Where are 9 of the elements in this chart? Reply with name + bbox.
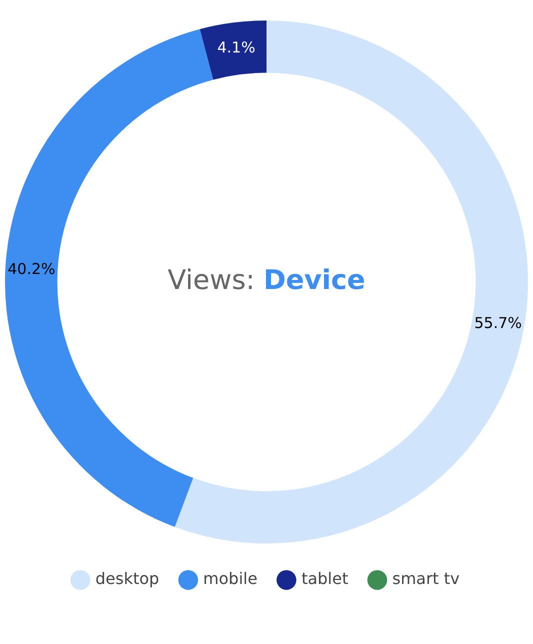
data-label: 4.1% bbox=[217, 38, 256, 56]
legend-label: smart tv bbox=[392, 569, 460, 588]
data-label: 40.2% bbox=[8, 260, 56, 278]
legend-label: mobile bbox=[203, 569, 258, 588]
data-label: 55.7% bbox=[474, 314, 522, 332]
legend-label: tablet bbox=[301, 569, 348, 588]
text: Device bbox=[263, 265, 366, 296]
text: Views: bbox=[168, 265, 264, 296]
legend-label: desktop bbox=[95, 569, 160, 588]
